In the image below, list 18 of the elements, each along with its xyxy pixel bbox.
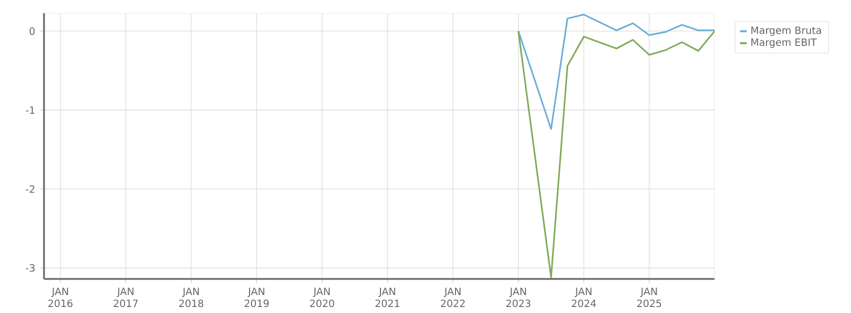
x-tick-label: JAN 2023: [506, 288, 530, 308]
x-tick-label: JAN 2021: [376, 288, 400, 308]
x-tick-label: JAN 2020: [310, 288, 334, 308]
y-tick-label: 0: [30, 27, 35, 35]
x-tick-label: JAN 2017: [114, 288, 138, 308]
x-tick-label: JAN 2024: [572, 288, 596, 308]
x-tick-label: JAN 2016: [48, 288, 72, 308]
line-series: [518, 14, 715, 130]
x-tick-label: JAN 2025: [637, 288, 662, 308]
x-tick-label: JAN 2022: [440, 288, 465, 308]
line-series: [518, 30, 715, 278]
legend-label: Margem EBIT: [751, 38, 817, 48]
y-tick-label: -1: [26, 106, 34, 114]
legend-label: Margem Bruta: [751, 26, 821, 36]
y-tick-label: -2: [26, 185, 34, 193]
y-tick-label: -3: [26, 264, 35, 272]
x-tick-label: JAN 2019: [244, 288, 269, 308]
x-tick-label: JAN 2018: [179, 288, 204, 308]
